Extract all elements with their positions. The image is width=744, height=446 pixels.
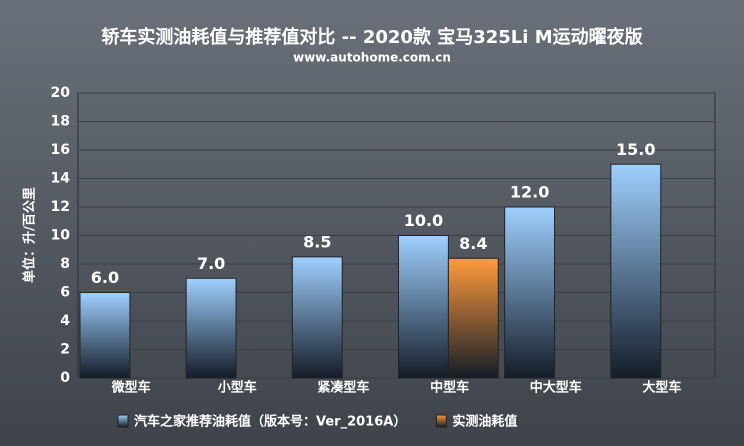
chart-subtitle: www.autohome.com.cn (293, 51, 451, 65)
bar (185, 277, 237, 379)
bar (610, 163, 662, 379)
value-label: 15.0 (616, 140, 655, 159)
value-label: 12.0 (510, 183, 549, 202)
y-tick-label: 20 (51, 85, 71, 101)
legend-label: 实测油耗值 (452, 414, 517, 430)
legend-swatch (117, 414, 129, 428)
x-tick-label: 小型车 (218, 380, 257, 396)
y-tick-label: 16 (51, 142, 70, 158)
y-tick-label: 12 (51, 199, 70, 215)
value-label: 7.0 (197, 254, 225, 273)
x-tick-label: 微型车 (111, 380, 151, 396)
value-label: 6.0 (91, 268, 119, 287)
y-tick-label: 4 (60, 313, 70, 329)
x-tick-label: 大型车 (642, 380, 681, 396)
bar (504, 206, 556, 379)
bar (79, 292, 131, 379)
y-tick-label: 2 (60, 342, 70, 358)
value-label: 8.4 (459, 234, 487, 253)
y-axis-label: 单位：升/百公里 (22, 187, 38, 283)
y-tick-label: 0 (60, 370, 70, 386)
bar (398, 235, 449, 379)
y-tick-label: 6 (60, 285, 70, 301)
x-tick-label: 中大型车 (530, 380, 582, 396)
y-tick-label: 8 (60, 256, 70, 272)
value-label: 10.0 (404, 211, 443, 230)
legend-swatch (435, 414, 447, 428)
x-tick-label: 中型车 (430, 380, 469, 396)
legend-label: 汽车之家推荐油耗值（版本号：Ver_2016A） (134, 414, 406, 430)
y-tick-label: 14 (51, 171, 71, 187)
y-tick-label: 10 (51, 228, 71, 244)
y-tick-label: 18 (51, 114, 70, 130)
value-label: 8.5 (303, 232, 331, 251)
x-tick-label: 紧凑型车 (317, 380, 369, 396)
bar (447, 257, 499, 379)
chart-title: 轿车实测油耗值与推荐值对比 -- 2020款 宝马325Li M运动曜夜版 (101, 26, 642, 48)
bar (291, 256, 343, 379)
